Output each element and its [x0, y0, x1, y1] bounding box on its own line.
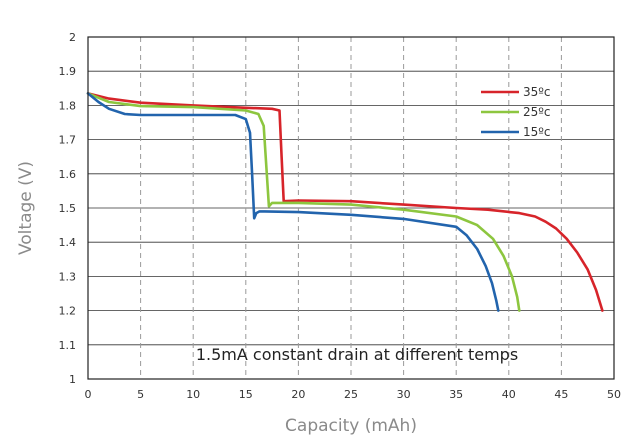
- x-tick-label: 50: [607, 388, 621, 401]
- chart-annotation: 1.5mA constant drain at different temps: [196, 345, 518, 364]
- y-tick-label: 1.8: [59, 99, 77, 112]
- series-line: [86, 92, 604, 312]
- x-tick-label: 30: [397, 388, 411, 401]
- y-tick-label: 1.6: [59, 168, 77, 181]
- x-axis-title: Capacity (mAh): [285, 416, 417, 436]
- y-tick-label: 1.4: [59, 236, 77, 249]
- x-tick-label: 45: [554, 388, 568, 401]
- y-tick-label: 1.5: [59, 202, 77, 215]
- x-tick-labels: 0 5 10 15 20 25 30 35 40 45 50: [85, 388, 622, 401]
- series-line: [86, 92, 521, 312]
- y-tick-label: 1.9: [59, 65, 77, 78]
- y-tick-label: 1: [69, 373, 76, 386]
- legend: 35ºc 25ºc 15ºc: [481, 85, 551, 139]
- y-tick-label: 2: [69, 31, 76, 44]
- series-line: [86, 92, 500, 312]
- x-tick-label: 35: [449, 388, 463, 401]
- y-tick-label: 1.7: [59, 134, 77, 147]
- y-tick-labels: 1 1.1 1.2 1.3 1.4 1.5 1.6 1.7 1.8 1.9 2: [59, 31, 77, 386]
- x-tick-label: 25: [344, 388, 358, 401]
- x-tick-label: 40: [502, 388, 516, 401]
- legend-label: 15ºc: [523, 125, 551, 139]
- y-tick-label: 1.2: [59, 305, 77, 318]
- x-tick-label: 15: [239, 388, 253, 401]
- legend-label: 35ºc: [523, 85, 551, 99]
- series-lines: [86, 92, 604, 312]
- legend-label: 25ºc: [523, 105, 551, 119]
- x-tick-label: 0: [85, 388, 92, 401]
- x-tick-label: 5: [137, 388, 144, 401]
- y-tick-label: 1.1: [59, 339, 77, 352]
- x-tick-label: 10: [186, 388, 200, 401]
- x-tick-label: 20: [291, 388, 305, 401]
- plot-frame: [87, 36, 615, 380]
- y-tick-label: 1.3: [59, 270, 77, 283]
- y-axis-title: Voltage (V): [16, 161, 36, 255]
